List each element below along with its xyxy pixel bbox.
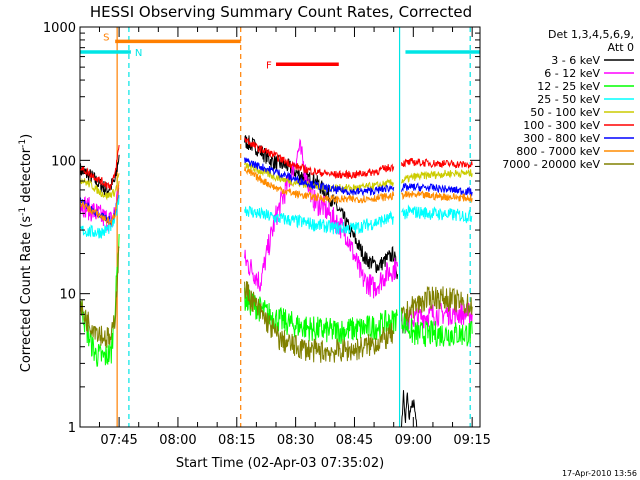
series-3-segment-0 — [79, 194, 120, 239]
series-4-segment-0 — [79, 173, 120, 201]
series-1-segment-1 — [244, 138, 399, 299]
x-tick-label-6: 09:15 — [453, 433, 490, 448]
series-7-segment-0 — [79, 180, 120, 226]
y-tick-label-2: 100 — [51, 154, 76, 169]
series-3-segment-1 — [244, 205, 395, 235]
flag-bars: S N F — [80, 32, 480, 71]
series-7-segment-1 — [244, 166, 395, 204]
series-6-segment-2 — [401, 182, 473, 197]
series-0-segment-2 — [401, 390, 418, 428]
series-7-segment-2 — [401, 190, 473, 204]
series-lines — [79, 135, 473, 428]
series-3-segment-2 — [401, 204, 473, 224]
series-6-segment-1 — [244, 157, 395, 197]
series-2-segment-2 — [401, 307, 473, 348]
series-8-segment-0 — [79, 246, 120, 348]
series-8 — [79, 246, 473, 363]
x-tick-label-3: 08:30 — [277, 433, 314, 448]
legend-label-4: 50 - 100 keV — [530, 106, 600, 119]
legend-label-0: 3 - 6 keV — [551, 54, 600, 67]
series-8-segment-2 — [401, 285, 473, 323]
legend-label-1: 6 - 12 keV — [544, 67, 600, 80]
axes: 1 10 100 1000 07:45 08:00 08:15 08:30 08:45 09:00… — [43, 21, 491, 448]
x-tick-label-4: 08:45 — [336, 433, 373, 448]
plot-frame — [79, 26, 481, 428]
y-tick-label-0: 1 — [68, 421, 76, 436]
legend-header-line2: Att 0 — [608, 41, 634, 54]
series-8-segment-1 — [244, 281, 395, 363]
x-tick-label-5: 09:00 — [395, 433, 432, 448]
chart-title: HESSI Observing Summary Count Rates, Cor… — [90, 3, 472, 21]
legend-label-3: 25 - 50 keV — [537, 93, 600, 106]
y-tick-label-1: 10 — [59, 288, 76, 303]
x-tick-label-1: 08:00 — [159, 433, 196, 448]
series-5-segment-2 — [401, 157, 473, 169]
series-4 — [79, 161, 473, 201]
plot-area — [80, 27, 480, 427]
legend-label-8: 7000 - 20000 keV — [502, 158, 600, 171]
y-tick-label-3: 1000 — [43, 21, 76, 36]
time-markers — [116, 27, 471, 427]
series-5-segment-1 — [244, 137, 395, 180]
series-4-segment-1 — [244, 161, 395, 193]
legend-label-2: 12 - 25 keV — [537, 80, 600, 93]
flag-label-1: N — [135, 48, 142, 59]
legend-label-6: 300 - 800 keV — [523, 132, 600, 145]
series-3 — [79, 194, 473, 239]
series-7 — [79, 166, 473, 226]
x-tick-label-2: 08:15 — [218, 433, 255, 448]
series-4-segment-2 — [401, 169, 473, 184]
timestamp: 17-Apr-2010 13:56 — [562, 469, 637, 478]
series-5-segment-0 — [79, 145, 120, 191]
series-0-segment-1 — [244, 135, 399, 280]
legend-label-5: 100 - 300 keV — [523, 119, 600, 132]
series-1-segment-2 — [401, 301, 473, 334]
flag-label-0: S — [103, 32, 109, 43]
series-5 — [79, 137, 473, 191]
x-axis-label: Start Time (02-Apr-03 07:35:02) — [176, 456, 384, 471]
series-2-segment-1 — [244, 287, 399, 344]
x-tick-label-0: 07:45 — [100, 433, 137, 448]
flag-label-3: F — [266, 60, 272, 71]
legend-label-7: 800 - 7000 keV — [516, 145, 600, 158]
y-axis-label: Corrected Count Rate (s-1 detector-1) — [18, 134, 34, 372]
legend-header-line1: Det 1,3,4,5,6,9, — [548, 28, 634, 41]
